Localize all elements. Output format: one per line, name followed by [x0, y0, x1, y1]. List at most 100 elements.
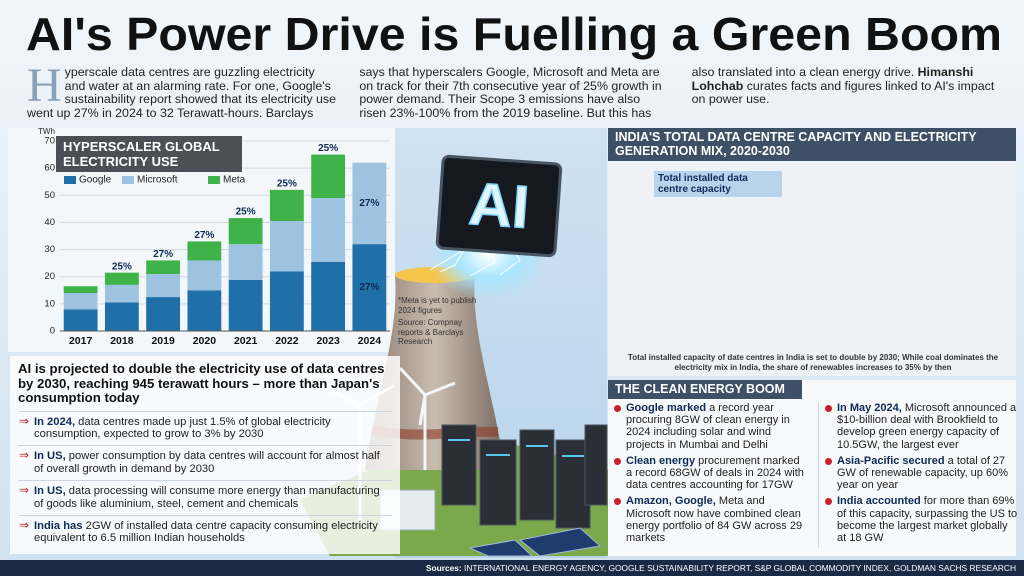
fact: Asia-Pacific secured a total of 27 GW of…	[823, 455, 1019, 496]
bar-segment	[187, 260, 222, 291]
fact: Google marked a record year procuring 8G…	[612, 402, 808, 455]
bar-segment	[311, 154, 346, 198]
segment-label: 27%	[359, 198, 379, 209]
chart-source: Source: Compnay reports & Barclays Resea…	[398, 318, 464, 346]
x-tick-label: 2018	[110, 335, 134, 347]
bullet-list: In 2024, data centres made up just 1.5% …	[10, 410, 400, 547]
intro-text-end: curates facts and figures linked to AI's…	[691, 78, 995, 107]
fact-text: a total of 27 GW of renewable capacity, …	[837, 454, 1008, 492]
bullet-text: 2GW of installed data centre capacity co…	[34, 519, 378, 545]
x-tick-label: 2017	[69, 335, 93, 347]
sources-text: INTERNATIONAL ENERGY AGENCY, GOOGLE SUST…	[461, 563, 1016, 573]
fact-lead: In May 2024,	[837, 402, 902, 414]
solar-panels	[468, 527, 602, 557]
column: Google marked a record year procuring 8G…	[612, 402, 808, 548]
legend-label: Meta	[223, 175, 246, 186]
bar-segment	[63, 286, 98, 293]
segment-label: 25%	[112, 261, 132, 272]
fact-text: Meta and Microsoft now have combined cle…	[626, 495, 803, 545]
y-tick-label: 60	[44, 163, 55, 174]
x-tick-label: 2020	[193, 335, 217, 347]
bar-segment	[146, 274, 181, 298]
chart-title: HYPERSCALER GLOBAL ELECTRICITY USE	[56, 136, 242, 172]
servers	[441, 424, 608, 529]
clean-energy-panel: THE CLEAN ENERGY BOOM Google marked a re…	[608, 380, 1019, 556]
fact-text: Microsoft announced a $10-billion deal w…	[837, 402, 1017, 451]
legend-label: Microsoft	[137, 175, 178, 186]
legend-label: Google	[79, 175, 112, 186]
bar-segment	[104, 272, 139, 285]
bullet-text: power consumption by data centres will a…	[34, 450, 380, 475]
bar-segment	[146, 260, 181, 274]
bar-segment	[104, 284, 139, 303]
y-tick-label: 70	[44, 136, 55, 147]
cooling-tower	[365, 275, 505, 470]
column: In May 2024, Microsoft announced a $10-b…	[818, 402, 1019, 549]
ai-sign	[435, 154, 563, 258]
bullet: In US, data processing will consume more…	[18, 480, 392, 512]
bar-segment	[269, 271, 304, 331]
y-unit: TWh	[38, 127, 55, 136]
segment-label: 27%	[194, 230, 214, 241]
y-tick-label: 20	[44, 271, 55, 282]
bullet: India has 2GW of installed data centre c…	[18, 514, 392, 547]
fact: India accounted for more than 69% of thi…	[823, 495, 1019, 548]
sign-text: AI	[467, 170, 532, 241]
bar-segment	[63, 309, 98, 331]
fact-text: for more than 69% of this capacity, surp…	[837, 495, 1018, 545]
fact-lead: Google marked	[626, 402, 707, 414]
bullet: In 2024, data centres made up just 1.5% …	[18, 410, 392, 443]
bar-segment	[228, 279, 263, 331]
y-tick-label: 50	[44, 190, 55, 201]
legend-swatch	[64, 176, 76, 184]
x-tick-label: 2022	[275, 335, 299, 347]
drop-cap: H	[27, 59, 62, 112]
india-note: Total installed capacity of date centres…	[627, 353, 999, 372]
server-lights	[448, 439, 584, 457]
y-tick-label: 30	[44, 244, 55, 255]
bar-segment	[146, 297, 181, 331]
fact: In May 2024, Microsoft announced a $10-b…	[823, 402, 1019, 455]
bar-segment	[187, 241, 222, 261]
sources-label: Sources:	[425, 563, 462, 573]
fact-lead: Amazon, Google,	[626, 495, 716, 508]
bar-segment	[187, 290, 222, 331]
author: Himanshi Lohchab	[691, 65, 974, 93]
bullet-text: data centres made up just 1.5% of global…	[34, 415, 331, 440]
bar-segment	[228, 218, 263, 245]
legend-swatch	[122, 176, 134, 184]
fact-text: a record year procuring 8GW of clean ene…	[626, 402, 790, 451]
projection-heading: AI is projected to double the electricit…	[18, 361, 385, 405]
segment-label: 25%	[236, 207, 256, 218]
projection-panel: AI is projected to double the electricit…	[10, 356, 400, 554]
segment-label: 27%	[359, 282, 379, 293]
bar-segment	[311, 198, 346, 262]
fact: Clean energy procurement marked a record…	[612, 455, 808, 496]
bar-segment	[104, 302, 139, 331]
bullet-lead: In US,	[34, 485, 66, 498]
fact-lead: Clean energy	[626, 454, 696, 467]
series-label: Total installed data centre capacity	[654, 171, 782, 197]
bar-segment	[63, 293, 98, 310]
bullet: In US, power consumption by data centres…	[18, 445, 392, 477]
x-tick-label: 2023	[316, 335, 340, 347]
clean-energy-title: THE CLEAN ENERGY BOOM	[608, 380, 802, 399]
intro-text: yperscale data centres are guzzling elec…	[27, 65, 918, 120]
headline: AI's Power Drive is Fuelling a Green Boo…	[26, 8, 1002, 60]
bullet-lead: In 2024,	[34, 415, 76, 428]
bar-segment	[269, 221, 304, 272]
chart-note: *Meta is yet to publish 2024 figures	[398, 296, 477, 315]
fact-text: procurement marked a record 68GW of deal…	[626, 454, 804, 492]
y-tick-label: 0	[50, 326, 55, 337]
bullet-lead: In US,	[34, 450, 66, 463]
segment-label: 25%	[277, 178, 297, 189]
x-tick-label: 2019	[151, 335, 175, 347]
y-tick-label: 10	[44, 298, 55, 309]
y-tick-label: 40	[44, 217, 55, 228]
india-title: INDIA'S TOTAL DATA CENTRE CAPACITY AND E…	[608, 128, 1016, 161]
fact: Amazon, Google, Meta and Microsoft now h…	[612, 495, 808, 548]
bullet-text: data processing will consume more energy…	[34, 485, 380, 510]
bar-segment	[311, 261, 346, 331]
